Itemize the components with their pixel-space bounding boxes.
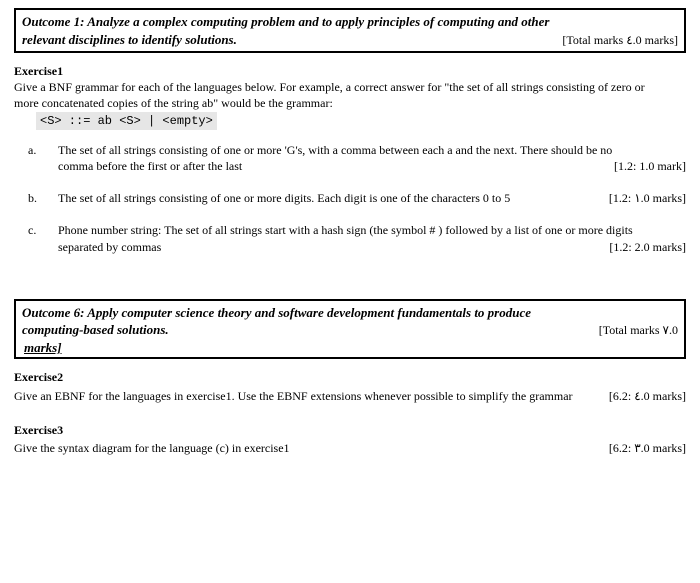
exercise-3-heading: Exercise3 [14,422,686,438]
exercise-1: Exercise1 Give a BNF grammar for each of… [14,63,686,255]
outcome-1-line1: Outcome 1: Analyze a complex computing p… [22,13,678,31]
exercise-3: Exercise3 Give the syntax diagram for th… [14,422,686,456]
outcome-1-box: Outcome 1: Analyze a complex computing p… [14,8,686,53]
item-mark: [1.2: ١.0 marks] [609,190,686,206]
item-text-l2: separated by commas [58,239,161,255]
item-text-l1: The set of all strings consisting of one… [58,142,686,158]
exercise-1-heading: Exercise1 [14,63,686,79]
item-body: Phone number string: The set of all stri… [58,222,686,254]
exercise-3-row: Give the syntax diagram for the language… [14,440,686,456]
item-mark: [1.2: 2.0 marks] [609,239,686,255]
outcome-6-line2: computing-based solutions. [22,321,169,339]
outcome-1-row2: relevant disciplines to identify solutio… [22,31,678,49]
exercise-3-text: Give the syntax diagram for the language… [14,440,290,456]
item-text-l1: The set of all strings consisting of one… [58,190,510,206]
exercise-2-mark: [6.2: ٤.0 marks] [609,388,686,404]
item-mark: [1.2: 1.0 mark] [614,158,686,174]
exercise-1-items: a. The set of all strings consisting of … [14,142,686,255]
exercise-1-intro-l1: Give a BNF grammar for each of the langu… [14,79,686,95]
item-label: b. [14,190,58,206]
exercise-2: Exercise2 Give an EBNF for the languages… [14,369,686,403]
exercise-1-item-a: a. The set of all strings consisting of … [14,142,686,174]
outcome-6-total-marks: [Total marks ٧.0 [599,322,678,338]
exercise-1-item-b: b. The set of all strings consisting of … [14,190,686,206]
exercise-2-row: Give an EBNF for the languages in exerci… [14,388,686,404]
item-body: The set of all strings consisting of one… [58,142,686,174]
exercise-1-intro-l2: more concatenated copies of the string a… [14,95,686,111]
outcome-6-line1: Outcome 6: Apply computer science theory… [22,304,678,322]
outcome-6-line3: marks] [22,339,678,357]
outcome-1-line2: relevant disciplines to identify solutio… [22,31,237,49]
item-body: The set of all strings consisting of one… [58,190,686,206]
outcome-1-total-marks: [Total marks ٤.0 marks] [562,32,678,48]
item-label: a. [14,142,58,174]
item-label: c. [14,222,58,254]
exercise-2-text: Give an EBNF for the languages in exerci… [14,388,573,404]
outcome-6-row2: computing-based solutions. [Total marks … [22,321,678,339]
exercise-3-mark: [6.2: ٣.0 marks] [609,440,686,456]
exercise-2-heading: Exercise2 [14,369,686,385]
item-text-l1: Phone number string: The set of all stri… [58,222,686,238]
exercise-1-code: <S> ::= ab <S> | <empty> [36,112,217,130]
exercise-1-item-c: c. Phone number string: The set of all s… [14,222,686,254]
outcome-6-box: Outcome 6: Apply computer science theory… [14,299,686,360]
spacer [14,271,686,299]
item-text-l2: comma before the first or after the last [58,158,242,174]
